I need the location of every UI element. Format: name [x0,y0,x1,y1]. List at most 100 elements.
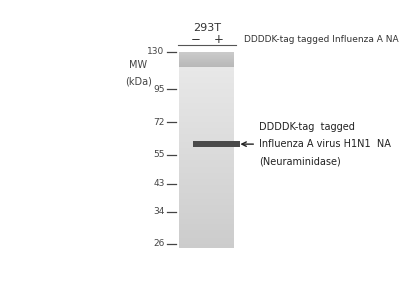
Bar [179,191,234,193]
Text: 43: 43 [153,180,165,188]
Bar [179,83,234,85]
Bar [179,65,234,66]
Bar [179,52,234,53]
Bar [179,103,234,105]
Text: 95: 95 [153,85,165,94]
Bar [179,73,234,75]
Bar [179,179,234,181]
Bar [179,116,234,118]
Bar [179,246,234,248]
Bar [179,244,234,246]
Bar [179,63,234,64]
Bar [179,150,234,152]
Bar [179,67,234,69]
Bar [179,193,234,195]
Bar [179,57,234,58]
Text: +: + [214,33,224,46]
Bar [179,69,234,71]
Bar [179,81,234,83]
Bar [179,128,234,130]
Bar [179,144,234,146]
Bar [179,61,234,62]
Bar [179,158,234,160]
Bar [179,57,234,59]
Bar [179,115,234,116]
Text: 72: 72 [153,118,165,127]
Bar [179,130,234,132]
Bar [179,201,234,203]
Bar [179,140,234,142]
Bar [179,66,234,67]
Bar [179,101,234,103]
Bar [179,187,234,189]
Bar [179,64,234,65]
Bar [179,113,234,115]
Bar [179,171,234,173]
Text: DDDDK-tag  tagged: DDDDK-tag tagged [259,122,355,132]
Text: 55: 55 [153,150,165,159]
Bar [179,105,234,106]
Bar [179,215,234,217]
Bar [179,234,234,236]
Bar [179,146,234,148]
Bar [179,108,234,110]
Bar [179,120,234,122]
Bar [179,230,234,232]
Bar [179,60,234,61]
Bar [179,189,234,191]
Bar [179,59,234,61]
Bar [179,217,234,219]
Bar [179,55,234,56]
Bar [179,65,234,67]
Bar [179,59,234,60]
Bar [179,236,234,238]
Text: 130: 130 [148,47,165,56]
Bar [179,203,234,205]
Text: 34: 34 [153,207,165,216]
Bar [179,97,234,99]
Bar [179,166,234,168]
Text: Influenza A virus H1N1  NA: Influenza A virus H1N1 NA [259,139,391,149]
Text: DDDDK-tag tagged Influenza A NA: DDDDK-tag tagged Influenza A NA [244,35,398,44]
Bar [193,141,240,147]
Bar [179,124,234,126]
Bar [179,183,234,185]
Text: −: − [190,33,200,46]
Text: (kDa): (kDa) [125,76,152,86]
Bar [179,226,234,229]
Bar [179,205,234,207]
Bar [179,240,234,242]
Text: 293T: 293T [193,23,221,32]
Bar [179,126,234,128]
Bar [179,79,234,81]
Bar [179,122,234,124]
Bar [179,99,234,101]
Bar [179,197,234,199]
Bar [179,181,234,183]
Bar [179,238,234,240]
Bar [179,160,234,162]
Bar [179,93,234,95]
Bar [179,219,234,220]
Bar [179,58,234,59]
Bar [179,87,234,89]
Bar [179,232,234,234]
Bar [179,175,234,177]
Bar [179,95,234,97]
Bar [179,224,234,226]
Bar [179,54,234,55]
Bar [179,156,234,158]
Bar [179,71,234,73]
Bar [179,85,234,87]
Bar [179,229,234,230]
Text: MW: MW [129,61,148,70]
Text: 26: 26 [153,240,165,249]
Bar [179,185,234,187]
Bar [179,77,234,79]
Bar [179,110,234,113]
Bar [179,142,234,144]
Bar [179,148,234,150]
Bar [179,134,234,136]
Bar [179,173,234,175]
Text: (Neuraminidase): (Neuraminidase) [259,156,341,166]
